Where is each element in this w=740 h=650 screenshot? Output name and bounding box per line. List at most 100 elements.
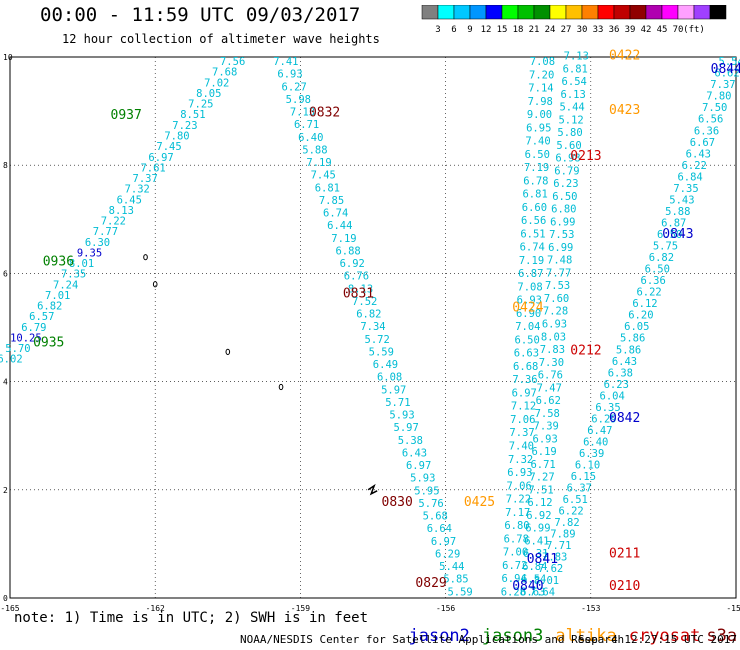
- swh-value-label: 6.98: [555, 153, 580, 165]
- swh-value-label: 6.81: [315, 182, 340, 194]
- swh-value-label: 7.89: [550, 529, 575, 541]
- swh-value-label: 6.74: [323, 208, 348, 220]
- swh-value-label: 7.41: [273, 56, 298, 68]
- swh-value-label: 7.34: [360, 321, 385, 333]
- swh-value-label: 6.92: [526, 510, 551, 522]
- swh-value-label: 7.50: [702, 102, 727, 114]
- swh-value-label: 7.61: [140, 162, 165, 174]
- swh-value-label: 6.82: [649, 252, 674, 264]
- y-tick-label: 2: [3, 486, 8, 495]
- swh-value-label: 7.71: [546, 540, 571, 552]
- swh-value-label: 7.68: [212, 67, 237, 79]
- pass-time-label: 0425: [464, 495, 495, 510]
- swh-value-label: 5.88: [302, 144, 327, 156]
- swh-value-label: 6.19: [531, 446, 556, 458]
- swh-value-label: 6.93: [507, 467, 532, 479]
- pass-time-label: 0844: [711, 62, 740, 77]
- swh-value-label: 6.95: [526, 122, 551, 134]
- swh-value-label: 6.71: [530, 459, 555, 471]
- swh-value-label: 5.60: [556, 140, 581, 152]
- swh-value-label: 7.47: [537, 382, 562, 394]
- swh-value-label: 5.75: [653, 241, 678, 253]
- swh-value-label: 7.02: [204, 77, 229, 89]
- swh-value-label: 7.45: [156, 141, 181, 153]
- swh-value-label: 5.44: [559, 102, 584, 114]
- swh-value-label: 6.80: [504, 520, 529, 532]
- swh-value-label: 6.40: [583, 436, 608, 448]
- swh-value-label: 8.01: [69, 258, 94, 270]
- swh-value-label: 7.60: [544, 293, 569, 305]
- island-outline: [152, 281, 158, 288]
- swh-value-label: 6.43: [402, 447, 427, 459]
- pass-time-label: 0213: [570, 149, 601, 164]
- swh-value-label: 5.88: [665, 206, 690, 218]
- swh-value-label: 7.37: [710, 79, 735, 91]
- swh-value-label: 5.44: [439, 561, 464, 573]
- swh-value-label: 7.64: [530, 586, 555, 598]
- swh-value-label: 6.22: [636, 287, 661, 299]
- swh-value-label: 6.82: [37, 301, 62, 313]
- swh-value-label: 7.13: [564, 51, 589, 63]
- swh-value-label: 6.56: [521, 215, 546, 227]
- swh-value-label: 6.60: [522, 202, 547, 214]
- swh-value-label: 7.23: [172, 120, 197, 132]
- swh-value-label: 7.19: [306, 157, 331, 169]
- map-frame: [9, 56, 737, 599]
- colorbar-tick-label: 12: [481, 25, 492, 35]
- colorbar-tick-label: 30: [577, 25, 588, 35]
- units-note: note: 1) Time is in UTC; 2) SWH is in fe…: [14, 610, 369, 626]
- swh-value-label: 6.74: [520, 242, 545, 254]
- swh-value-label: 8.01: [534, 575, 559, 587]
- swh-value-label: 5.68: [423, 511, 448, 523]
- swh-value-label: 5.98: [286, 94, 311, 106]
- swh-value-label: 6.99: [548, 242, 573, 254]
- generated-timestamp: Sep 4 12:27:15 UTC 2017: [578, 633, 737, 646]
- swh-value-label: 8.05: [196, 88, 221, 100]
- swh-value-label: 6.13: [561, 89, 586, 101]
- pass-time-label: 0210: [609, 579, 640, 594]
- swh-value-label: 6.97: [431, 536, 456, 548]
- pass-time-label: 0935: [33, 335, 64, 350]
- swh-value-label: 6.36: [641, 275, 666, 287]
- pass-time-label: 0424: [512, 300, 543, 315]
- swh-value-label: 6.50: [552, 191, 577, 203]
- swh-value-label: 5.93: [389, 410, 414, 422]
- swh-value-label: 5.59: [369, 346, 394, 358]
- swh-value-label: 7.19: [331, 233, 356, 245]
- swh-value-label: 5.97: [394, 422, 419, 434]
- pass-time-label: 0423: [609, 103, 640, 118]
- swh-value-label: 7.13: [290, 107, 315, 119]
- swh-value-label: 6.50: [645, 264, 670, 276]
- swh-value-label: 6.87: [661, 217, 686, 229]
- swh-value-label: 6.04: [600, 390, 625, 402]
- swh-value-label: 7.25: [188, 99, 213, 111]
- swh-value-label: 6.51: [520, 228, 545, 240]
- swh-value-label: 6.80: [551, 204, 576, 216]
- swh-value-label: 7.20: [529, 69, 554, 81]
- swh-value-label: 7.06: [510, 414, 535, 426]
- swh-value-label: 7.30: [539, 357, 564, 369]
- colorbar-legend: 3 6 9 12 15 18 21 24 27 30 33 36 39 42 45 70 (ft): [421, 5, 727, 35]
- swh-value-label: 6.15: [571, 471, 596, 483]
- swh-value-label: 7.35: [673, 183, 698, 195]
- swh-value-label: 6.50: [525, 149, 550, 161]
- swh-value-label: 7.24: [53, 279, 78, 291]
- swh-value-label: 7.19: [524, 162, 549, 174]
- swh-value-label: 6.41: [524, 535, 549, 547]
- swh-value-label: 7.77: [93, 226, 118, 238]
- swh-value-label: 5.80: [557, 127, 582, 139]
- swh-value-label: 5.95: [414, 485, 439, 497]
- pass-time-label: 0840: [512, 579, 543, 594]
- swh-value-label: 6.51: [563, 494, 588, 506]
- swh-value-label: 7.48: [547, 255, 572, 267]
- swh-value-label: 6.99: [525, 523, 550, 535]
- swh-value-label: 7.32: [125, 184, 150, 196]
- swh-value-label: 5.38: [398, 435, 423, 447]
- swh-value-label: 6.57: [29, 311, 54, 323]
- swh-value-label: 6.99: [550, 216, 575, 228]
- swh-value-label: 6.45: [117, 194, 142, 206]
- swh-value-label: 5.72: [365, 334, 390, 346]
- colorbar-tick-label: 39: [625, 25, 636, 35]
- swh-value-label: 6.05: [624, 321, 649, 333]
- colorbar-tick-label: 45: [657, 25, 668, 35]
